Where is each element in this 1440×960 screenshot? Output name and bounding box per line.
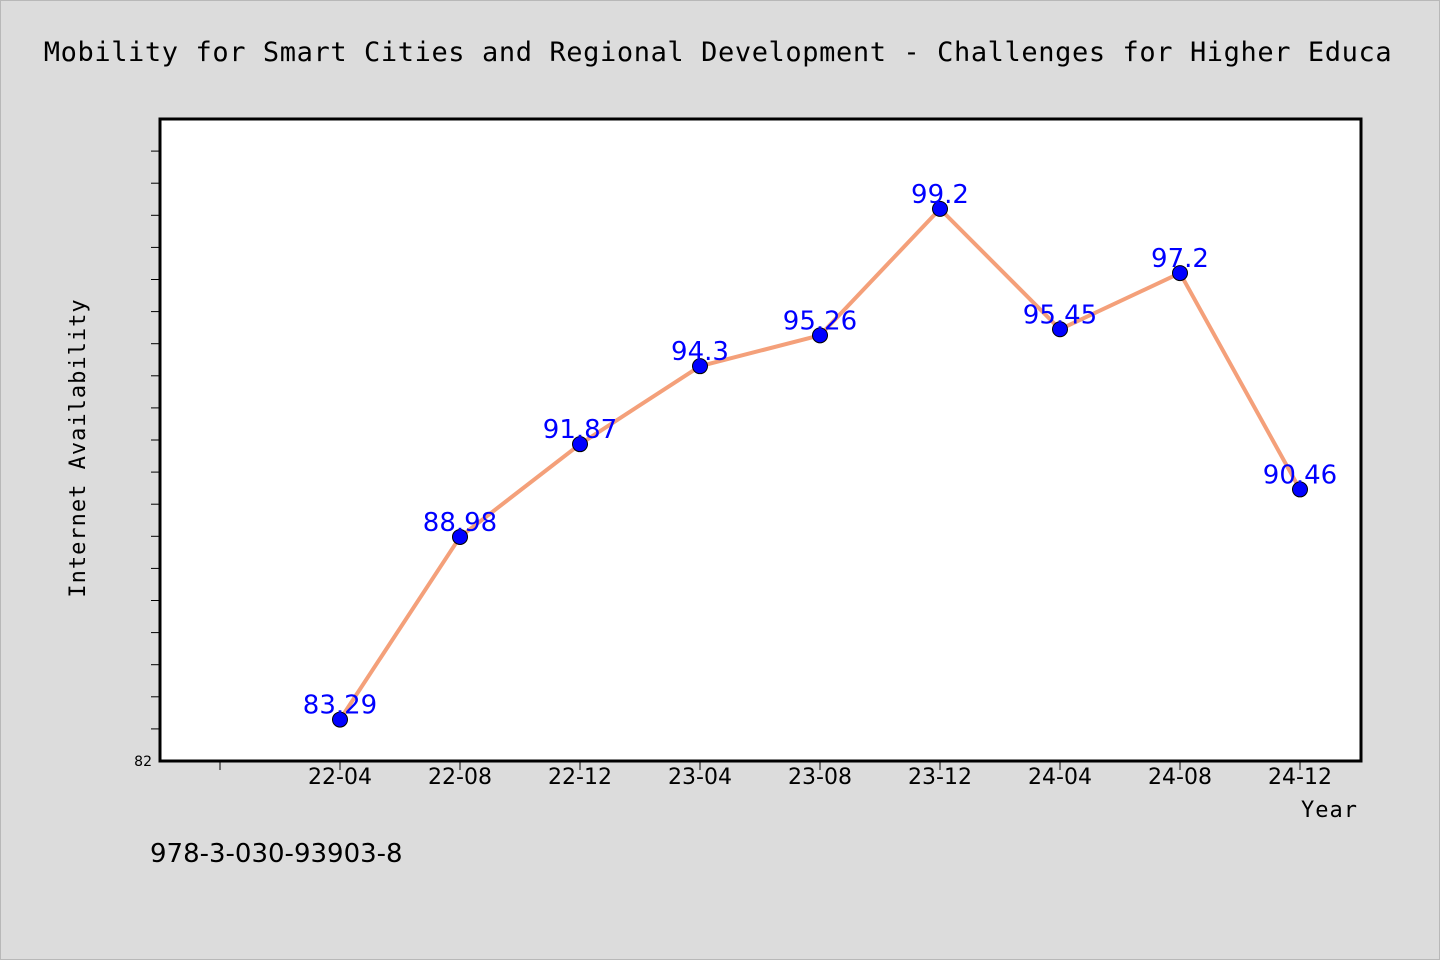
series-points-group bbox=[332, 200, 1308, 728]
x-tick-label: 24-12 bbox=[1268, 765, 1332, 790]
data-point bbox=[1172, 265, 1188, 282]
data-label: 97.2 bbox=[1151, 244, 1209, 274]
x-tick-label: 22-12 bbox=[548, 765, 612, 790]
x-tick-label: 24-04 bbox=[1028, 765, 1092, 790]
x-tick-label: 22-04 bbox=[308, 765, 372, 790]
data-point bbox=[332, 711, 348, 728]
data-label: 91.87 bbox=[543, 415, 617, 445]
data-point bbox=[932, 200, 948, 217]
footer-isbn: 978-3-030-93903-8 bbox=[150, 839, 403, 869]
plot-area bbox=[158, 117, 1363, 763]
data-label: 95.45 bbox=[1023, 300, 1097, 330]
x-axis-ticks: 22-04 22-08 22-12 23-04 23-08 23-12 24-04 24-08… bbox=[219, 761, 1332, 790]
data-point bbox=[812, 327, 828, 344]
data-label: 90.46 bbox=[1263, 460, 1337, 490]
x-tick-label: 23-08 bbox=[788, 765, 852, 790]
data-label: 88.98 bbox=[423, 508, 497, 538]
y-tick-label-min: 82 bbox=[134, 754, 152, 770]
data-point bbox=[572, 436, 588, 453]
x-tick-label: 23-12 bbox=[908, 765, 972, 790]
data-point bbox=[692, 358, 708, 375]
data-label: 83.29 bbox=[303, 691, 377, 721]
chart-title: Mobility for Smart Cities and Regional D… bbox=[44, 37, 1392, 68]
x-tick-label: 24-08 bbox=[1148, 765, 1212, 790]
x-axis-label: Year bbox=[1301, 798, 1358, 823]
data-point bbox=[452, 528, 468, 545]
y-axis-label: Internet Availability bbox=[66, 298, 91, 597]
data-label: 95.26 bbox=[783, 306, 857, 336]
x-tick-label: 23-04 bbox=[668, 765, 732, 790]
x-tick-label: 22-08 bbox=[428, 765, 492, 790]
y-axis-ticks bbox=[151, 150, 160, 730]
data-point bbox=[1052, 321, 1068, 338]
data-label: 99.2 bbox=[911, 180, 969, 210]
data-label: 94.3 bbox=[671, 337, 729, 367]
data-point bbox=[1292, 481, 1308, 498]
series-labels-group: 83.29 88.98 91.87 94.3 95.26 99.2 95.45 97.2 90.… bbox=[303, 180, 1337, 721]
